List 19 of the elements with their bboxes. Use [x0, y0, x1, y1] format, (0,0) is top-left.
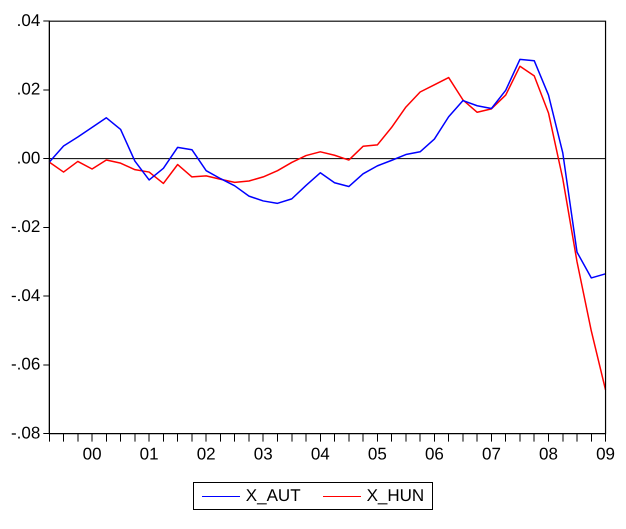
y-tick-label: .04 [16, 10, 40, 30]
y-tick-label: .02 [16, 80, 40, 99]
x-tick-label: 02 [196, 444, 216, 464]
x-tick-label: 08 [539, 444, 558, 464]
x-tick-label: 07 [482, 444, 501, 464]
y-tick-label: -.06 [10, 354, 40, 374]
x-tick-label: 05 [368, 444, 387, 464]
x-tick-label: 09 [596, 444, 616, 464]
legend-label: X_HUN [366, 486, 424, 506]
x-tick-label: 01 [140, 444, 159, 464]
y-tick-label: -.02 [10, 217, 40, 236]
y-tick-label: .00 [16, 148, 40, 168]
x-tick-label: 03 [254, 444, 273, 464]
legend-label: X_AUT [246, 486, 301, 506]
y-tick-label: -.08 [10, 423, 40, 442]
x-tick-label: 04 [310, 444, 330, 464]
x-tick-label: 00 [82, 444, 102, 464]
x-tick-label: 06 [424, 444, 444, 464]
y-tick-label: -.04 [10, 286, 40, 305]
